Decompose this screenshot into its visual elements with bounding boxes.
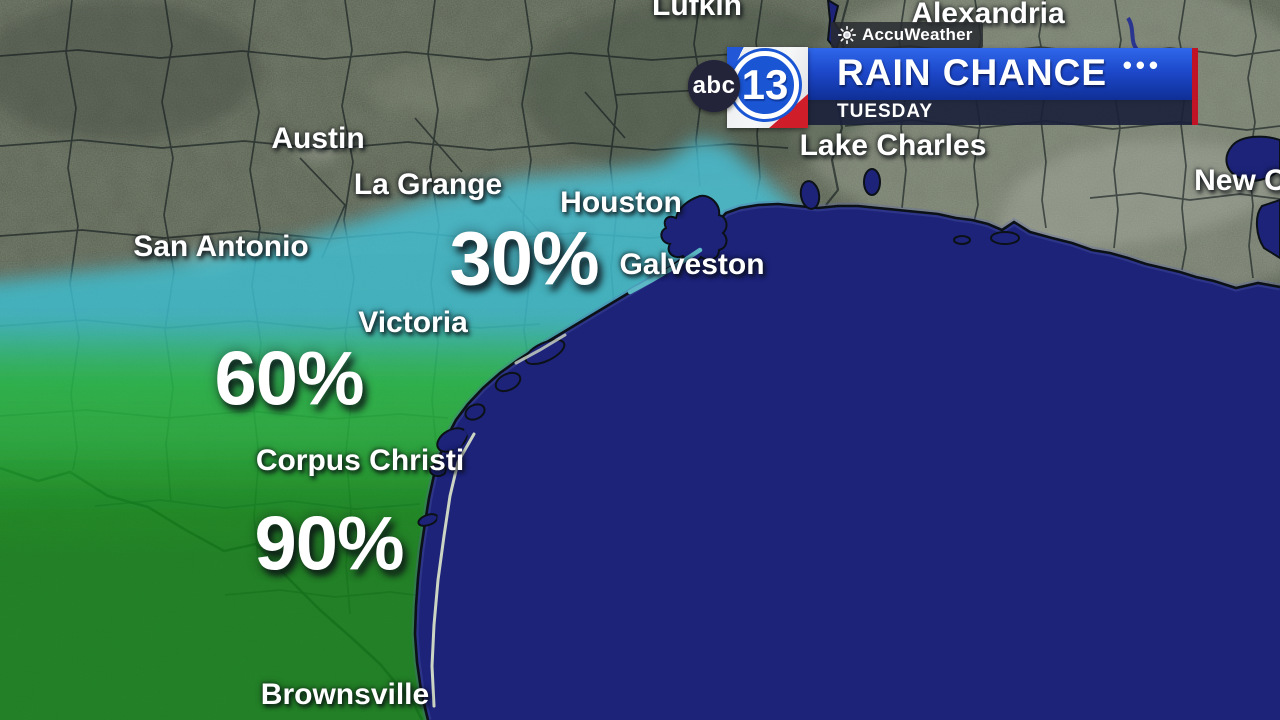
abc-logo-circle: abc [688,60,740,112]
banner-menu-dots-icon: ••• [1122,50,1162,80]
channel-number: 13 [741,61,789,108]
galveston-bay [660,194,728,263]
banner-title: RAIN CHANCE [837,52,1107,93]
banner-day-bar: TUESDAY [790,100,1192,125]
aransas-bay [464,403,486,421]
sabine-lake [799,180,821,210]
banner-day-label: TUESDAY [837,101,934,122]
calcasieu-lake [863,168,881,196]
lake-borgne [1256,198,1280,260]
abc13-logo: 13 [727,47,808,128]
accuweather-attribution: AccuWeather [831,22,983,48]
gulf-of-mexico [411,200,1280,720]
barrier-islands [423,247,703,708]
san-antonio-bay [494,371,522,393]
white-lake [990,231,1020,245]
abc-logo-text: abc [692,72,736,99]
lake-pontchartrain [1225,135,1280,182]
accuweather-label: AccuWeather [862,25,973,44]
baffin-bay [417,513,439,527]
accuweather-sun-icon [838,26,856,44]
channel-13-circle: 13 [731,51,799,119]
rain-chance-banner: RAIN CHANCE ••• [790,48,1192,100]
matagorda-bay [524,338,566,366]
matagorda-peninsula [514,333,567,365]
galveston-island [627,247,703,295]
banner-red-stripe [1192,48,1198,125]
